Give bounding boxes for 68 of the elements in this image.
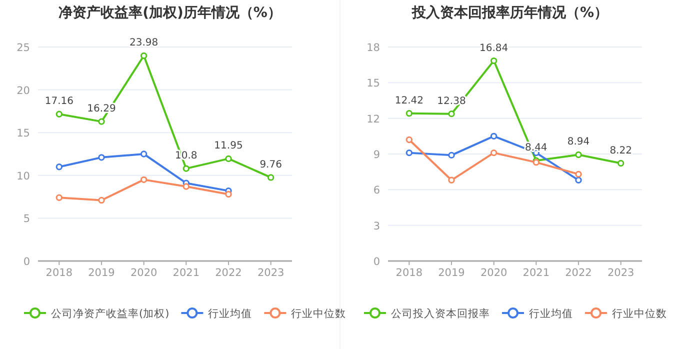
- data-label: 9.76: [260, 159, 282, 170]
- point: [140, 176, 148, 184]
- point: [56, 194, 63, 202]
- y-tick-label: 9: [373, 149, 380, 161]
- x-tick-label: 2020: [480, 267, 508, 279]
- point: [575, 151, 582, 158]
- data-label: 12.42: [394, 95, 424, 106]
- point: [225, 155, 232, 162]
- chart-title: 投入资本回报率历年情况（%）: [410, 4, 608, 21]
- y-tick-label: 15: [16, 128, 30, 140]
- point: [140, 150, 148, 158]
- legend-label: 公司投入资本回报率: [391, 307, 490, 320]
- point: [448, 176, 455, 184]
- y-tick-label: 25: [16, 42, 30, 54]
- point: [56, 110, 63, 118]
- point: [406, 136, 413, 144]
- point: [182, 165, 190, 172]
- legend-label: 公司净资产收益率(加权): [51, 307, 170, 320]
- legend-label: 行业均值: [208, 307, 252, 320]
- point: [98, 154, 105, 161]
- point: [617, 160, 624, 167]
- point: [575, 170, 582, 178]
- point: [448, 110, 455, 118]
- data-label: 16.84: [480, 42, 508, 54]
- x-tick-label: 2022: [215, 267, 242, 279]
- x-tick-label: 2018: [396, 267, 423, 279]
- point: [490, 57, 498, 64]
- x-tick-label: 2020: [130, 267, 158, 279]
- point: [490, 132, 498, 140]
- point: [575, 176, 582, 184]
- y-tick-label: 0: [23, 256, 30, 268]
- legend-label: 行业均值: [529, 307, 573, 320]
- point: [56, 163, 63, 170]
- point: [406, 110, 413, 117]
- y-tick-label: 20: [16, 84, 30, 97]
- x-tick-label: 2023: [257, 267, 284, 279]
- y-tick-label: 6: [373, 184, 380, 197]
- chart-title: 净资产收益率(加权)历年情况（%）: [58, 4, 282, 21]
- x-tick-label: 2021: [522, 267, 550, 279]
- point: [490, 149, 498, 156]
- x-tick-label: 2019: [438, 267, 465, 279]
- y-tick-label: 15: [366, 78, 380, 90]
- data-label: 11.95: [214, 140, 243, 152]
- y-tick-label: 3: [373, 220, 380, 232]
- data-label: 23.98: [130, 38, 158, 49]
- legend-label: 行业中位数: [291, 307, 346, 320]
- point: [225, 190, 232, 198]
- x-tick-label: 2022: [565, 267, 592, 279]
- x-tick-label: 2018: [46, 267, 73, 279]
- y-tick-label: 0: [373, 256, 380, 268]
- data-label: 8.22: [610, 145, 632, 156]
- point: [98, 196, 105, 204]
- legend-label: 行业中位数: [612, 307, 667, 320]
- point: [98, 118, 105, 125]
- data-label: 8.94: [567, 136, 590, 148]
- data-label: 17.16: [44, 96, 74, 108]
- y-tick-label: 12: [366, 113, 380, 126]
- point: [267, 174, 274, 181]
- y-tick-label: 5: [23, 213, 30, 226]
- x-tick-label: 2021: [172, 267, 200, 279]
- point: [448, 152, 455, 159]
- x-tick-label: 2019: [88, 267, 115, 279]
- x-tick-label: 2023: [607, 267, 634, 279]
- y-tick-label: 18: [366, 42, 380, 54]
- point: [406, 149, 413, 156]
- point: [140, 52, 148, 60]
- point: [182, 183, 190, 190]
- y-tick-label: 10: [16, 170, 30, 182]
